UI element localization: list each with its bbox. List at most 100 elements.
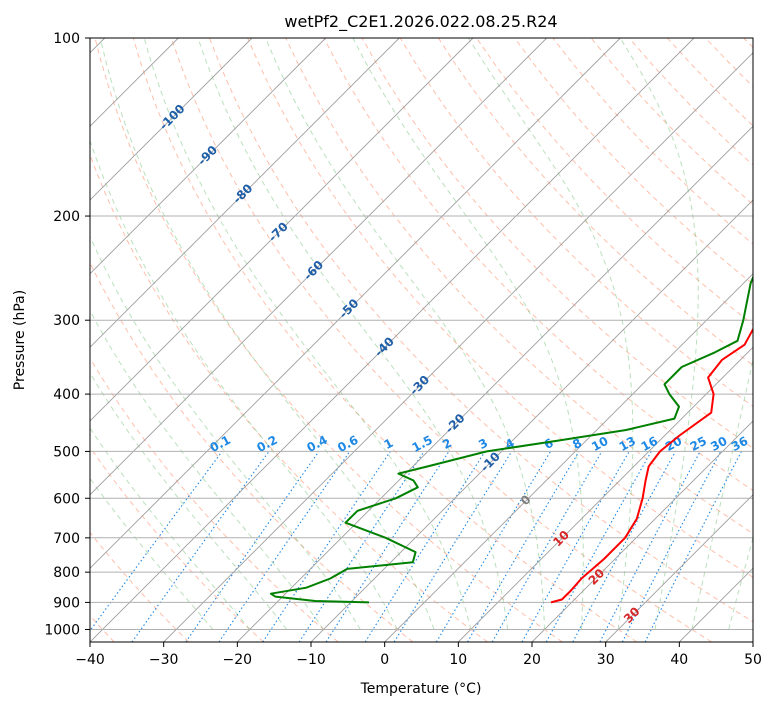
- moist-adiabats: [90, 38, 753, 630]
- isotherm-label: -40: [372, 334, 397, 359]
- plot-frame: [89, 37, 754, 643]
- x-tick-label: 30: [597, 652, 615, 668]
- isotherm-line: [384, 273, 753, 642]
- isotherm-line: [90, 38, 621, 569]
- isotherm-line: [752, 641, 753, 642]
- mixing-ratio-line: [644, 451, 742, 642]
- isotherm-line: [605, 494, 753, 642]
- isotherm-line: [90, 38, 548, 496]
- moist-adiabat-line: [90, 235, 361, 630]
- moist-adiabat-line: [467, 38, 634, 630]
- isotherm-line: [531, 420, 753, 642]
- dry-adiabat-line: [90, 261, 414, 642]
- dry-adiabat-line: [437, 38, 753, 366]
- x-tick-label: 50: [744, 652, 762, 668]
- mixing-ratio-line: [393, 451, 513, 642]
- dry-adiabat-line: [90, 153, 488, 642]
- y-tick-label: 1000: [44, 623, 80, 639]
- dry-adiabat-line: [209, 38, 753, 623]
- dry-adiabat-line: [667, 38, 753, 127]
- mixing-ratio-label: 25: [688, 434, 709, 454]
- moist-adiabat-line: [197, 38, 509, 630]
- x-tick-label: −40: [75, 652, 105, 668]
- moist-adiabat-line: [619, 38, 699, 630]
- mixing-ratio-line: [218, 451, 351, 642]
- sounding-lines: [269, 275, 753, 604]
- moist-adiabat-line: [691, 356, 753, 630]
- x-tick-label: 40: [670, 652, 688, 668]
- dry-adiabat-line: [90, 446, 264, 642]
- mixing-ratio-lines: [90, 451, 742, 642]
- mixing-ratio-label: 2: [440, 436, 454, 452]
- isotherm-line: [90, 38, 695, 642]
- isotherm-label: -80: [230, 181, 255, 206]
- mixing-ratio-label: 36: [729, 434, 750, 454]
- mixing-ratio-label: 30: [708, 434, 729, 454]
- mixing-ratio-line: [90, 451, 223, 632]
- isotherm-label: -20: [442, 411, 467, 436]
- mixing-ratio-line: [572, 451, 676, 642]
- moist-adiabat-line: [90, 372, 288, 630]
- moist-adiabat-line: [90, 139, 398, 630]
- y-tick-label: 400: [53, 387, 80, 403]
- x-axis: −40 −30 −20 −10 0 10 20 30 40 50: [75, 642, 762, 668]
- isotherm-label: -100: [157, 102, 188, 133]
- mixing-ratio-line: [298, 451, 425, 642]
- y-axis: 100 200 300 400 500 600 700 800 900 1000: [44, 31, 90, 639]
- isotherm-line: [163, 52, 753, 642]
- isotherm-line: [310, 199, 753, 642]
- mixing-ratio-line: [262, 451, 391, 642]
- x-tick-label: 0: [380, 652, 389, 668]
- y-tick-label: 300: [53, 313, 80, 329]
- line-labels: 0.1 0.2 0.4 0.6 1 1.5 2 3 4 6 8 10 13 16 20 25 30 36-100-…: [157, 102, 751, 626]
- moist-adiabat-line: [265, 38, 545, 630]
- isotherm-line: [457, 346, 753, 642]
- isotherm-line: [90, 38, 474, 422]
- x-tick-label: −20: [223, 652, 253, 668]
- mixing-ratio-label: 10: [589, 434, 610, 454]
- dry-adiabat-line: [90, 531, 190, 642]
- y-tick-label: 500: [53, 444, 80, 460]
- y-tick-label: 900: [53, 595, 80, 611]
- x-tick-label: −30: [149, 652, 179, 668]
- mixing-ratio-line: [325, 451, 450, 642]
- dry-adiabat-line: [399, 38, 753, 408]
- isotherm-label: -70: [266, 219, 291, 244]
- isotherm-label: -50: [336, 296, 361, 321]
- mixing-ratio-line: [621, 451, 722, 642]
- y-tick-label: 100: [53, 31, 80, 47]
- mixing-ratio-label: 16: [639, 434, 660, 454]
- mixing-ratio-line: [545, 451, 652, 642]
- isotherms: [90, 38, 753, 642]
- moist-adiabat-line: [728, 535, 753, 630]
- dry-adiabat-line: [94, 38, 563, 642]
- dry-adiabat-line: [705, 38, 753, 88]
- dry-adiabat-line: [90, 357, 339, 642]
- mixing-ratio-line: [521, 451, 630, 642]
- isotherm-label: 0: [518, 492, 534, 508]
- mixing-ratio-label: 20: [663, 434, 684, 454]
- y-tick-label: 600: [53, 491, 80, 507]
- isotherm-label: 30: [621, 604, 643, 626]
- mixing-ratio-label: 13: [617, 434, 638, 454]
- x-tick-label: 10: [449, 652, 467, 668]
- sounding-line: [269, 275, 753, 604]
- y-tick-label: 700: [53, 531, 80, 547]
- y-tick-label: 200: [53, 209, 80, 225]
- x-axis-label: Temperature (°C): [360, 681, 482, 697]
- x-tick-label: −10: [296, 652, 326, 668]
- dry-adiabat-line: [285, 38, 753, 535]
- sounding-line: [550, 327, 753, 604]
- isotherm-label: -90: [195, 143, 220, 168]
- mixing-ratio-line: [435, 451, 552, 642]
- y-axis-label: Pressure (hPa): [12, 290, 28, 390]
- moist-adiabat-line: [143, 38, 472, 630]
- moist-adiabat-line: [352, 38, 584, 630]
- isotherm-line: [90, 38, 400, 348]
- isotherm-line: [90, 38, 327, 275]
- mixing-ratio-label: 6: [542, 436, 556, 452]
- y-tick-label: 800: [53, 565, 80, 581]
- mixing-ratio-line: [185, 451, 320, 642]
- isotherm-line: [236, 125, 753, 642]
